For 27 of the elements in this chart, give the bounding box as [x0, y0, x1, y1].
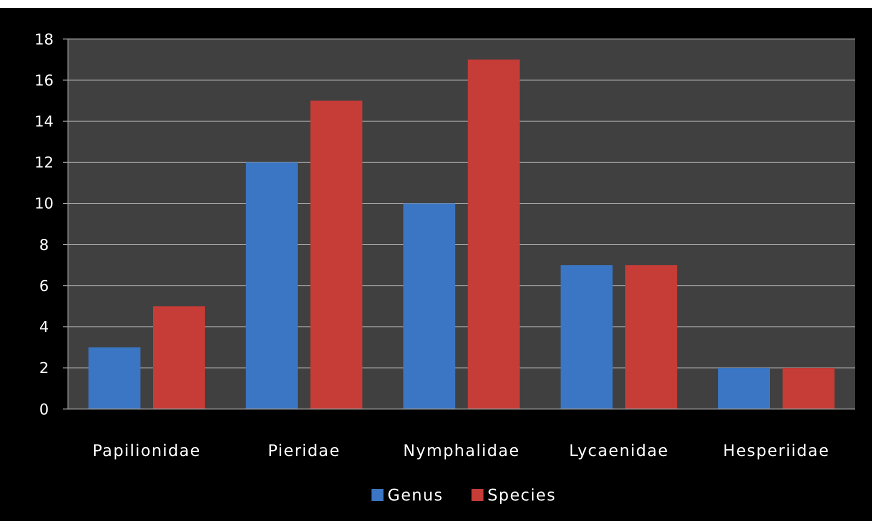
- bar: [246, 162, 298, 409]
- bar: [88, 347, 140, 409]
- x-tick-label: Nymphalidae: [403, 441, 520, 460]
- y-tick-label: 16: [34, 71, 54, 90]
- legend-label: Species: [488, 486, 556, 505]
- x-tick-label: Papilionidae: [92, 441, 201, 460]
- bar: [718, 368, 770, 409]
- y-tick-label: 10: [34, 194, 54, 213]
- y-tick-label: 4: [39, 318, 49, 336]
- bar: [560, 265, 613, 409]
- bar: [625, 265, 678, 409]
- bar: [468, 60, 520, 409]
- y-tick-label: 14: [34, 112, 54, 130]
- y-tick-label: 0: [39, 400, 49, 418]
- legend-label: Genus: [388, 486, 444, 505]
- x-tick-label: Lycaenidae: [569, 441, 669, 460]
- bar: [152, 306, 205, 409]
- y-tick-label: 6: [39, 276, 49, 295]
- y-tick-label: 18: [34, 30, 54, 48]
- x-tick-label: Hesperiidae: [723, 441, 830, 460]
- bar: [403, 203, 456, 409]
- x-tick-label: Pieridae: [268, 441, 340, 460]
- y-tick-label: 2: [39, 359, 49, 378]
- y-tick-label: 8: [39, 236, 49, 254]
- bar: [782, 368, 835, 409]
- bar: [310, 100, 362, 409]
- y-tick-label: 12: [34, 154, 54, 172]
